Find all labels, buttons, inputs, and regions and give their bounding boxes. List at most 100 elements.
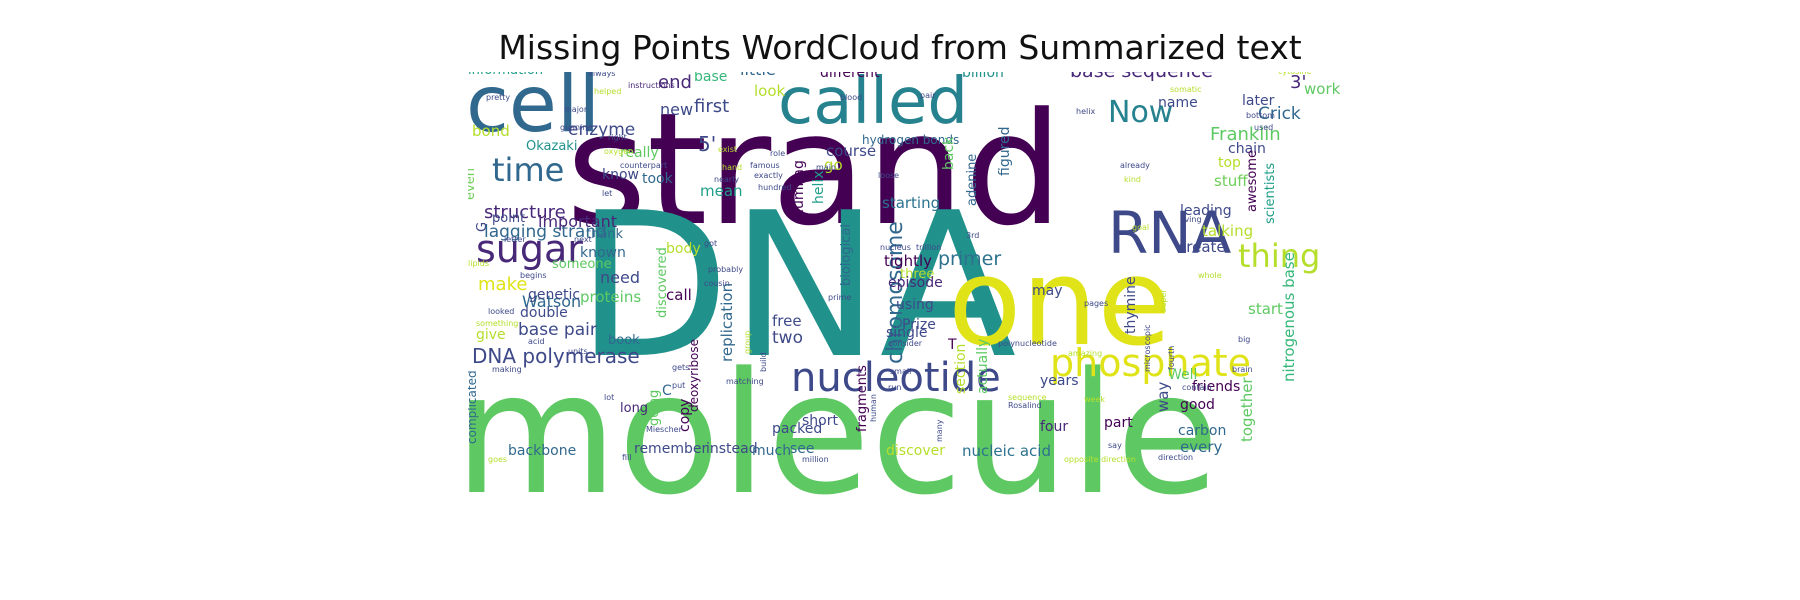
word: start — [1248, 300, 1283, 318]
word: free — [772, 312, 802, 330]
word: G — [475, 221, 490, 232]
word: Miescher — [646, 425, 682, 434]
word: polynucleotide — [998, 339, 1057, 348]
word: genetic — [528, 287, 581, 303]
word: talking — [1202, 222, 1254, 240]
word: making — [492, 365, 522, 374]
word: Well — [1168, 367, 1198, 383]
word: information — [468, 72, 543, 77]
word: thing — [1238, 237, 1321, 275]
word: Franklin — [1210, 124, 1281, 145]
word: goes — [488, 455, 508, 464]
word: something — [476, 319, 519, 328]
word: create — [1178, 238, 1226, 256]
word: loose — [878, 171, 900, 180]
word: million — [802, 455, 829, 464]
word: famous — [750, 161, 780, 170]
word: amazing — [1068, 349, 1103, 358]
word: different — [820, 72, 880, 81]
word: even — [468, 168, 478, 200]
word: back — [941, 136, 957, 170]
word: direction — [1158, 453, 1194, 462]
word: single — [886, 325, 928, 341]
word: proteins — [580, 288, 642, 306]
word: friends — [1192, 379, 1241, 395]
word: using — [896, 297, 934, 313]
word: nucleic acid — [962, 442, 1051, 460]
word: lot — [604, 393, 615, 402]
word: three — [900, 267, 935, 282]
word: human — [869, 394, 878, 422]
word: pair — [920, 91, 936, 100]
word: part — [1104, 415, 1133, 431]
word: Prize — [902, 317, 936, 333]
word: stuff — [1214, 172, 1248, 190]
word: lagging strand — [484, 222, 607, 242]
word: tightly — [884, 252, 933, 270]
word: took — [642, 171, 673, 187]
word: base pair — [518, 320, 597, 340]
word: counterpart — [620, 161, 668, 170]
word: next — [574, 235, 592, 244]
word: deoxyribose — [687, 338, 701, 412]
word: years — [1040, 373, 1079, 389]
word: adenine — [965, 153, 980, 206]
word: called — [778, 72, 968, 139]
word: opposite direction — [1064, 455, 1136, 464]
word: consider — [888, 339, 923, 348]
word: course — [826, 142, 877, 160]
word: DNA polymerase — [472, 344, 640, 368]
word: acid — [528, 337, 545, 346]
word: somatic — [1170, 85, 1202, 94]
word: whole — [1198, 271, 1222, 280]
word: 3rd — [966, 231, 980, 240]
word: fourth — [1167, 345, 1176, 370]
word: way — [1154, 381, 1172, 412]
word: used — [1254, 123, 1274, 132]
word: end — [658, 72, 692, 93]
word: units — [568, 347, 588, 356]
word: new — [660, 100, 694, 119]
word: backbone — [508, 443, 577, 459]
word: DNA — [576, 170, 1017, 403]
word: hundred — [758, 183, 792, 192]
word: body — [666, 241, 701, 257]
word: complicated — [468, 370, 479, 444]
word: later — [1242, 93, 1275, 109]
word: probably — [708, 265, 744, 274]
word: letter — [504, 235, 526, 244]
word: together — [1238, 377, 1256, 442]
word: base — [694, 72, 728, 85]
word: starting — [882, 194, 941, 212]
word: C — [662, 383, 672, 399]
word: carbon — [1178, 423, 1227, 439]
figure-title: Missing Points WordCloud from Summarized… — [498, 28, 1302, 67]
word: discovered — [655, 247, 670, 318]
word: T — [948, 337, 957, 353]
word: nucleus — [880, 243, 911, 252]
word: 3' — [1290, 72, 1307, 93]
word: call — [666, 286, 692, 304]
word-cloud: strand DNA molecule one cell called RNA … — [468, 72, 1354, 532]
word: nitrogenous base — [1280, 252, 1298, 382]
word: four — [1040, 419, 1069, 435]
word: top — [1218, 155, 1241, 171]
word: lipids — [468, 259, 489, 268]
word: main — [816, 163, 836, 172]
word: every — [1180, 438, 1223, 456]
word: awesome — [1245, 150, 1260, 212]
word: begins — [520, 271, 547, 280]
word: thank — [586, 227, 624, 242]
word: see — [790, 441, 815, 457]
word: cousin — [704, 279, 730, 288]
word: nucleotide — [791, 355, 1001, 401]
word: small — [890, 367, 912, 376]
word: enzyme — [568, 120, 636, 140]
word: group — [743, 330, 752, 354]
word: may — [1032, 283, 1063, 299]
word: one — [948, 234, 1172, 373]
word: bottom — [1246, 111, 1275, 120]
word: scumbag — [791, 160, 807, 224]
word: let — [602, 189, 613, 198]
word: put — [672, 381, 686, 390]
